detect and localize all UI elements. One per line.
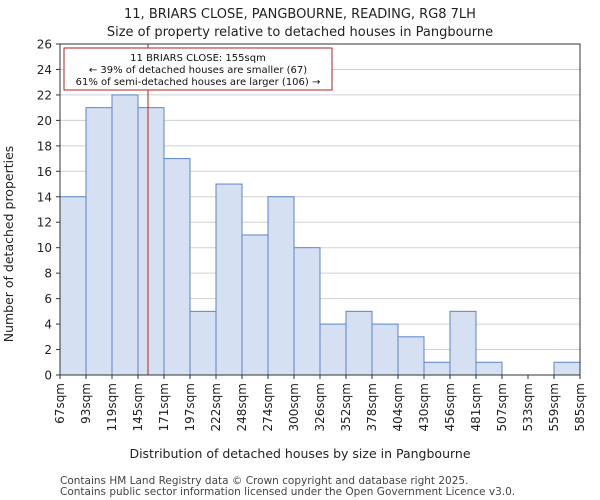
x-tick-label: 119sqm [105,383,119,431]
histogram-bar [111,94,139,376]
histogram-bar [137,107,165,376]
y-tick-label: 4 [44,318,52,332]
x-tick-label: 456sqm [443,383,457,431]
annotation-line3: 61% of semi-detached houses are larger (… [76,77,321,88]
histogram-bar [423,361,451,376]
x-tick-label: 145sqm [131,383,145,431]
histogram-bar [163,158,191,376]
x-tick-label: 326sqm [313,383,327,431]
x-tick-label: 559sqm [547,383,561,431]
y-tick-label: 14 [37,190,52,204]
x-tick-label: 300sqm [287,383,301,431]
y-tick-label: 20 [37,114,52,128]
x-tick-label: 378sqm [365,383,379,431]
histogram-bar [397,336,425,376]
histogram-bar [241,234,269,376]
y-tick-label: 2 [44,343,52,357]
y-tick-label: 0 [44,369,52,383]
x-tick-label: 585sqm [573,383,587,431]
annotation-line1: 11 BRIARS CLOSE: 155sqm [130,53,266,64]
histogram-bar [319,323,347,376]
footer-line1: Contains HM Land Registry data © Crown c… [60,475,468,487]
chart-title-line2: Size of property relative to detached ho… [107,25,493,40]
x-axis-label: Distribution of detached houses by size … [129,446,470,461]
x-tick-label: 533sqm [521,383,535,431]
histogram-bar [371,323,399,376]
x-tick-label: 352sqm [339,383,353,431]
histogram-bar [59,196,87,376]
x-tick-label: 404sqm [391,383,405,431]
y-axis-label: Number of detached properties [1,146,16,343]
annotation-box: 11 BRIARS CLOSE: 155sqm ← 39% of detache… [63,47,333,91]
x-axis-ticks: 67sqm 93sqm 119sqm 145sqm 171sqm 197sqm 222sqm… [53,375,587,431]
histogram-bar [293,247,321,376]
x-tick-label: 67sqm [53,383,67,424]
histogram-bar [553,361,581,376]
annotation-frame [63,47,333,91]
x-tick-label: 274sqm [261,383,275,431]
histogram-bar [345,310,373,376]
x-tick-label: 171sqm [157,383,171,431]
chart-title-line1: 11, BRIARS CLOSE, PANGBOURNE, READING, R… [124,7,476,22]
y-tick-label: 12 [37,216,52,230]
histogram-bar [449,310,477,376]
footer-line2: Contains public sector information licen… [60,486,515,498]
x-tick-label: 222sqm [209,383,223,431]
x-tick-label: 481sqm [469,383,483,431]
x-tick-label: 93sqm [79,383,93,424]
histogram-bar [189,310,217,376]
histogram-bar [475,361,503,376]
y-tick-label: 8 [44,267,52,281]
y-tick-label: 6 [44,292,52,306]
y-tick-label: 26 [37,38,52,52]
histogram-bar [215,183,243,376]
bars [59,94,581,376]
x-tick-label: 430sqm [417,383,431,431]
y-tick-label: 22 [37,88,52,102]
y-tick-label: 18 [37,139,52,153]
x-tick-label: 248sqm [235,383,249,431]
annotation-line2: ← 39% of detached houses are smaller (67… [89,65,307,76]
x-tick-label: 507sqm [495,383,509,431]
y-tick-label: 24 [37,63,52,77]
y-tick-label: 10 [37,241,52,255]
y-tick-label: 16 [37,165,52,179]
histogram-bar [85,107,113,376]
histogram-bar [267,196,295,376]
x-tick-label: 197sqm [183,383,197,431]
